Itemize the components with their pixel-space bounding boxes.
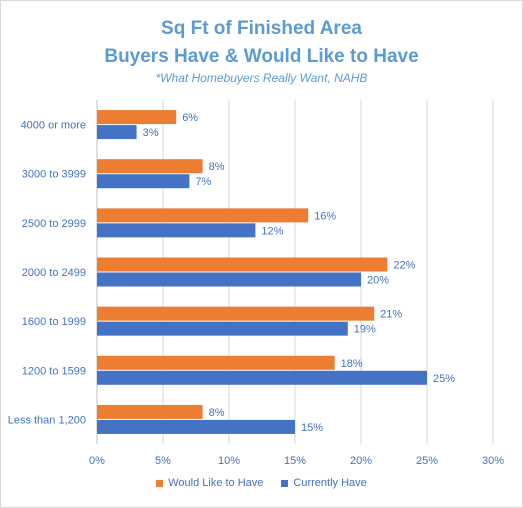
chart-title: Sq Ft of Finished Area bbox=[161, 18, 362, 39]
x-tick-label: 0% bbox=[89, 455, 105, 467]
legend: Would Like to Have Currently Have bbox=[0, 477, 523, 489]
x-tick-label: 15% bbox=[284, 455, 306, 467]
data-label: 16% bbox=[314, 210, 336, 222]
bar-currently-have bbox=[97, 174, 190, 189]
data-label: 3% bbox=[143, 127, 159, 139]
bar-would-like bbox=[97, 159, 203, 174]
bar-would-like bbox=[97, 404, 203, 419]
data-label: 15% bbox=[301, 422, 323, 434]
chart-subtitle: *What Homebuyers Really Want, NAHB bbox=[155, 71, 368, 85]
legend-item-would-like: Would Like to Have bbox=[156, 477, 263, 489]
chart-title-line2: Buyers Have & Would Like to Have bbox=[104, 46, 419, 67]
data-label: 20% bbox=[367, 275, 389, 287]
y-category-label: 1600 to 1999 bbox=[22, 316, 86, 328]
bar-would-like bbox=[97, 257, 388, 272]
bar-currently-have bbox=[97, 223, 256, 238]
x-tick-label: 25% bbox=[416, 455, 438, 467]
bar-would-like bbox=[97, 355, 335, 370]
y-category-label: 3000 to 3999 bbox=[22, 169, 86, 181]
bar-currently-have bbox=[97, 125, 137, 140]
legend-label-would-like: Would Like to Have bbox=[168, 477, 264, 489]
data-label: 8% bbox=[209, 407, 225, 419]
x-tick-label: 10% bbox=[218, 455, 240, 467]
legend-item-currently-have: Currently Have bbox=[281, 477, 367, 489]
data-label: 22% bbox=[393, 260, 415, 272]
data-label: 6% bbox=[182, 112, 198, 124]
data-label: 12% bbox=[261, 225, 283, 237]
data-label: 18% bbox=[341, 358, 363, 370]
y-category-label: 2500 to 2999 bbox=[22, 218, 86, 230]
bar-currently-have bbox=[97, 419, 295, 434]
data-label: 7% bbox=[195, 176, 211, 188]
x-tick-label: 20% bbox=[350, 455, 372, 467]
data-label: 8% bbox=[209, 161, 225, 173]
bar-would-like bbox=[97, 110, 177, 125]
x-tick-label: 30% bbox=[482, 455, 504, 467]
legend-swatch-currently-have bbox=[281, 479, 289, 487]
x-tick-label: 5% bbox=[155, 455, 171, 467]
legend-label-currently-have: Currently Have bbox=[293, 477, 367, 489]
y-category-label: Less than 1,200 bbox=[8, 414, 86, 426]
y-category-label: 4000 or more bbox=[21, 120, 86, 132]
bar-currently-have bbox=[97, 321, 348, 336]
y-category-label: 1200 to 1599 bbox=[22, 365, 86, 377]
bar-currently-have bbox=[97, 272, 361, 287]
bar-currently-have bbox=[97, 370, 427, 385]
data-label: 19% bbox=[354, 324, 376, 336]
bar-would-like bbox=[97, 306, 375, 321]
legend-swatch-would-like bbox=[156, 479, 164, 487]
data-label: 21% bbox=[380, 309, 402, 321]
data-label: 25% bbox=[433, 373, 455, 385]
y-category-label: 2000 to 2499 bbox=[22, 267, 86, 279]
bar-would-like bbox=[97, 208, 309, 223]
